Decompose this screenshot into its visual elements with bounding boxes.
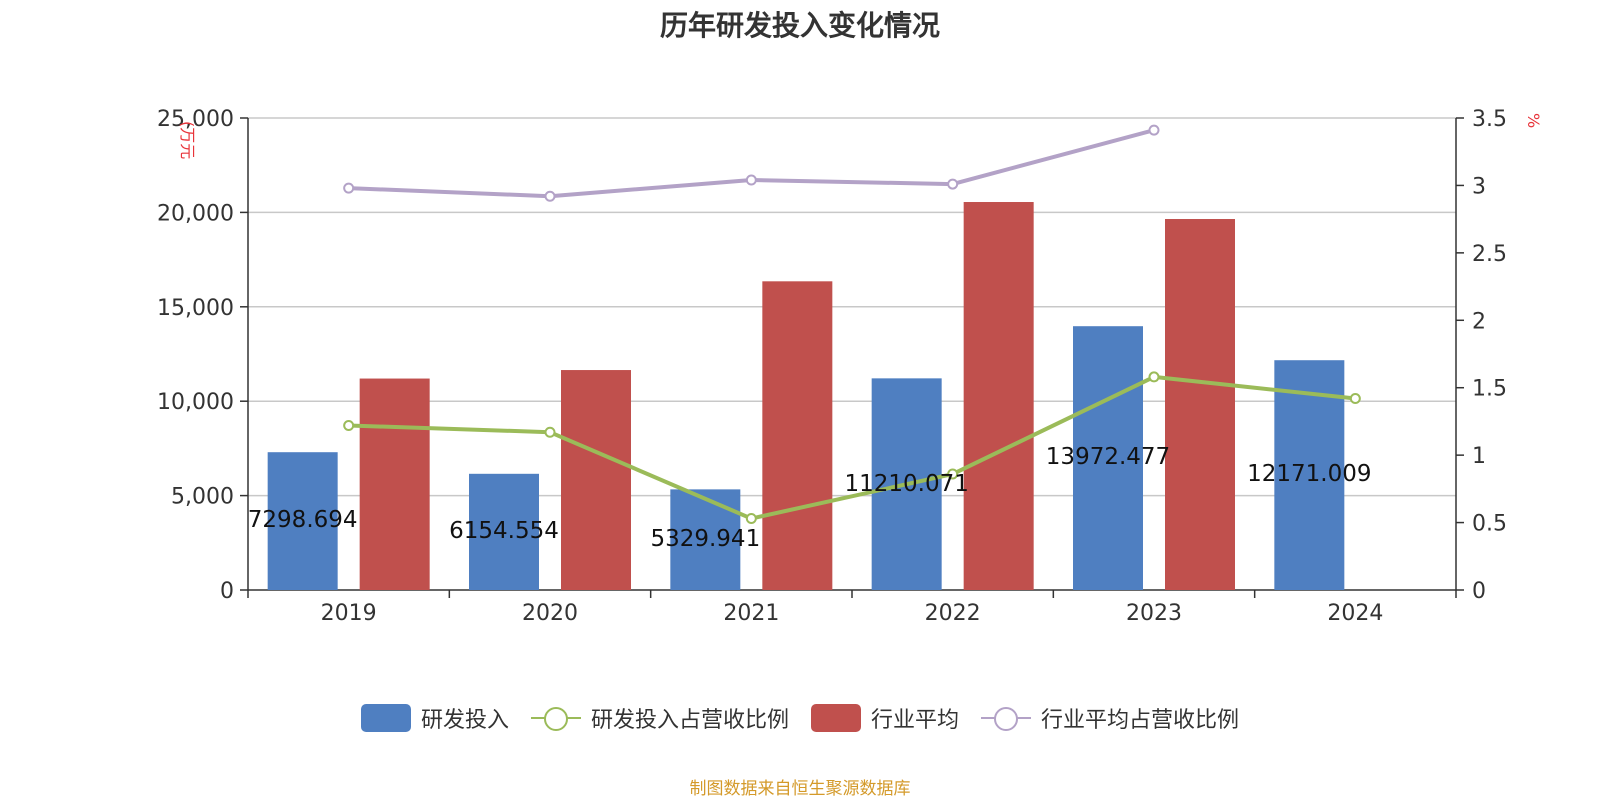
legend-label-industry: 行业平均 — [871, 708, 960, 733]
rd-ratio-point — [1349, 393, 1361, 405]
industry-ratio-point — [544, 190, 556, 202]
x-tick-label: 2024 — [1327, 601, 1383, 626]
bar-rd-data-label: 5329.941 — [650, 526, 760, 552]
bar-industry — [963, 202, 1034, 591]
chart-canvas: 0 5,000 10,000 15,000 20,000 25,000 0 0.5 1 1.5 2 2… — [157, 107, 1543, 626]
legend-item-industry[interactable]: 行业平均 — [811, 702, 959, 734]
data-source-note: 制图数据来自恒生聚源数据库 — [689, 779, 911, 799]
legend-item-rd-ratio[interactable]: 研发投入占营收比例 — [530, 702, 789, 734]
legend-swatch-industry — [811, 704, 861, 732]
y-left-tick-label: 10,000 — [157, 390, 234, 415]
bar-rd-data-label: 7298.694 — [248, 507, 358, 533]
bar-rd-data-label: 12171.009 — [1247, 461, 1371, 487]
industry-ratio-point — [947, 178, 959, 190]
legend-swatch-industry-ratio — [981, 704, 1032, 732]
rd-ratio-point — [745, 513, 757, 525]
x-tick-label: 2022 — [925, 601, 981, 626]
industry-ratio-point — [1148, 124, 1160, 136]
bar-industry — [359, 378, 430, 590]
rd-ratio-point — [343, 419, 355, 431]
y-right-tick-label: 1 — [1472, 444, 1486, 469]
bar-rd-data-label: 6154.554 — [449, 518, 559, 544]
y-left-tick-label: 0 — [220, 579, 234, 604]
bar-industry — [561, 370, 631, 590]
rd-ratio-line — [348, 374, 1356, 521]
industry-ratio-point — [745, 174, 757, 186]
rd-ratio-point — [544, 426, 556, 438]
x-tick-label: 2020 — [522, 601, 578, 626]
y-left-tick-label: 5,000 — [171, 485, 234, 510]
y-right-tick-label: 0 — [1472, 579, 1486, 604]
y-right-tick-label: 2 — [1472, 309, 1486, 334]
x-tick-label: 2021 — [723, 601, 779, 626]
chart-title: 历年研发投入变化情况 — [659, 9, 940, 42]
legend-label-industry-ratio: 行业平均占营收比例 — [1041, 708, 1240, 733]
legend-swatch-rd — [360, 704, 411, 732]
x-tick-label: 2023 — [1126, 601, 1182, 626]
bar-industry — [762, 281, 833, 590]
rd-ratio-point — [947, 468, 959, 480]
industry-ratio-line — [348, 128, 1155, 199]
bar-rd — [267, 452, 338, 590]
bar-industry — [1165, 219, 1235, 590]
rd-ratio-point — [1148, 371, 1160, 383]
bar-rd-data-label: 13972.477 — [1046, 444, 1170, 470]
legend-item-rd[interactable]: 研发投入 — [360, 702, 509, 734]
y-right-tick-label: 2.5 — [1472, 242, 1507, 267]
legend-label-rd: 研发投入 — [420, 708, 509, 733]
legend-item-industry-ratio[interactable]: 行业平均占营收比例 — [981, 702, 1239, 734]
legend-swatch-rd-ratio — [530, 704, 581, 732]
bar-rd-data-label: 11210.071 — [844, 471, 968, 497]
bar-rd — [670, 489, 741, 590]
bar-rd — [1274, 360, 1345, 590]
y-right-tick-label: 3.5 — [1472, 107, 1507, 132]
bar-rd — [469, 473, 539, 590]
y-right-tick-label: 1.5 — [1472, 377, 1507, 402]
y-left-tick-label: 20,000 — [157, 201, 234, 226]
bar-rd — [1073, 326, 1143, 590]
industry-ratio-point — [343, 182, 355, 194]
legend: 研发投入 研发投入占营收比例 行业平均 行业平均占营收比例 — [0, 702, 1600, 734]
y-right-tick-label: 3 — [1472, 174, 1486, 199]
y-right-axis-label: % — [1524, 113, 1543, 128]
y-left-tick-label: 15,000 — [157, 296, 234, 321]
y-left-tick-label: 25,000 — [157, 107, 234, 132]
y-left-axis-label: (万元 — [178, 121, 197, 159]
legend-label-rd-ratio: 研发投入占营收比例 — [590, 708, 789, 733]
y-right-tick-label: 0.5 — [1472, 512, 1507, 537]
x-tick-label: 2019 — [321, 601, 377, 626]
